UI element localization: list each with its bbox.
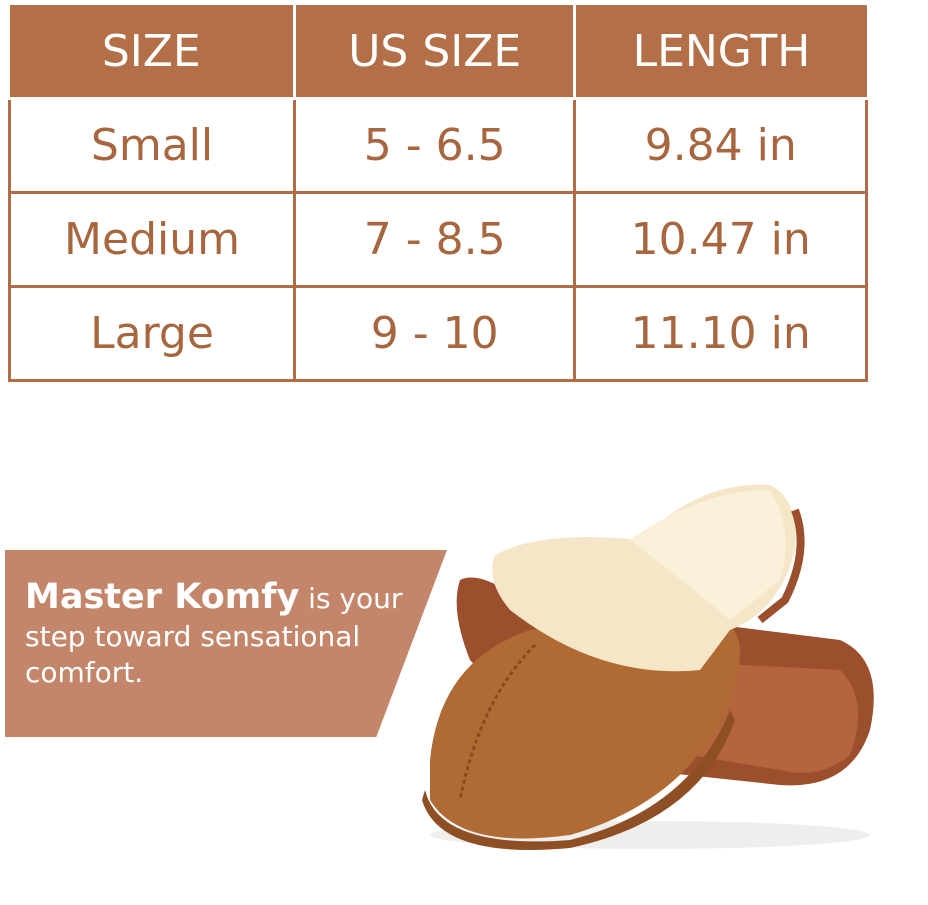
back-heel: [757, 508, 805, 624]
table-row: Small 5 - 6.5 9.84 in: [7, 97, 868, 194]
header-size: SIZE: [9, 5, 297, 100]
front-slipper-sole: [422, 710, 735, 850]
length-cell: 9.84 in: [573, 97, 868, 194]
banner-tagline: is your step toward sensational comfort.: [25, 582, 403, 689]
length-cell: 10.47 in: [573, 191, 868, 288]
header-length: LENGTH: [573, 5, 867, 100]
size-chart-table: SIZE US SIZE LENGTH Small 5 - 6.5 9.84 i…: [7, 5, 868, 382]
table-row: Medium 7 - 8.5 10.47 in: [7, 191, 868, 288]
brand-name: Master Komfy: [25, 577, 300, 617]
size-cell: Medium: [7, 191, 297, 288]
stitching: [458, 643, 537, 801]
banner-text: Master Komfy is your step toward sensati…: [25, 575, 405, 691]
length-cell: 11.10 in: [573, 285, 868, 382]
table-row: Large 9 - 10 11.10 in: [7, 285, 868, 382]
promo-banner: Master Komfy is your step toward sensati…: [5, 550, 447, 737]
fur-highlight: [630, 490, 786, 620]
us-size-cell: 7 - 8.5: [293, 191, 577, 288]
size-cell: Large: [7, 285, 297, 382]
header-us-size: US SIZE: [293, 5, 577, 100]
header-row: SIZE US SIZE LENGTH: [9, 5, 867, 100]
us-size-cell: 5 - 6.5: [293, 97, 577, 194]
slipper-image: [422, 484, 874, 850]
us-size-cell: 9 - 10: [293, 285, 577, 382]
size-cell: Small: [7, 97, 297, 194]
